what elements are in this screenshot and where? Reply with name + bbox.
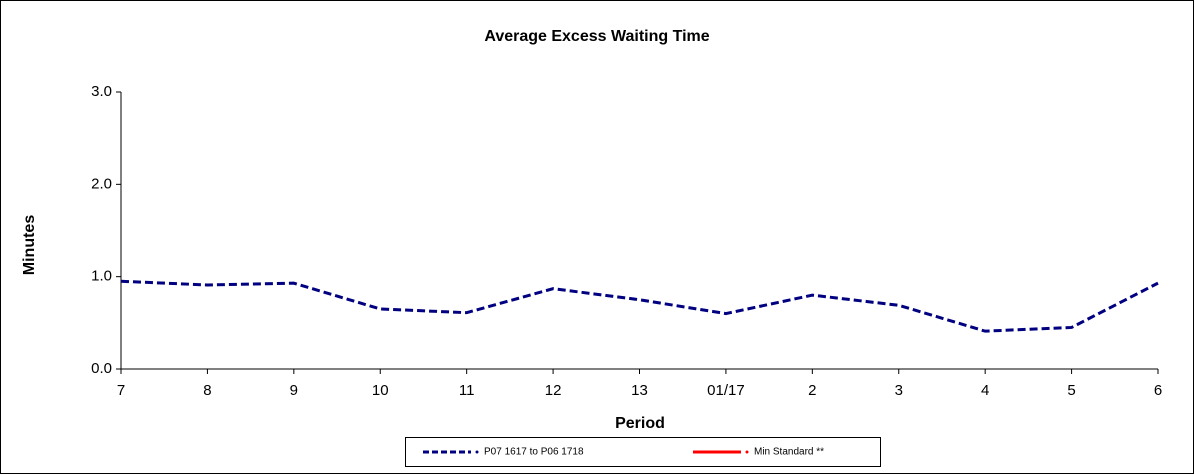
legend-label: Min Standard ** xyxy=(754,447,824,458)
x-tick-label: 4 xyxy=(981,382,989,399)
x-tick-label: 01/17 xyxy=(707,382,745,399)
x-tick-label: 13 xyxy=(631,382,648,399)
legend xyxy=(405,437,881,467)
chart-title: Average Excess Waiting Time xyxy=(484,28,709,45)
y-tick-label: 1.0 xyxy=(91,268,112,285)
y-tick-label: 2.0 xyxy=(91,175,112,192)
x-tick-label: 2 xyxy=(808,382,816,399)
x-tick-label: 6 xyxy=(1154,382,1162,399)
x-tick-label: 11 xyxy=(459,382,475,399)
legend-label: P07 1617 to P06 1718 xyxy=(484,447,584,458)
x-tick-label: 12 xyxy=(545,382,562,399)
y-tick-label: 3.0 xyxy=(91,83,112,100)
y-tick-label: 0.0 xyxy=(91,360,112,377)
x-tick-label: 5 xyxy=(1067,382,1075,399)
legend-marker xyxy=(745,450,749,454)
y-axis-label: Minutes xyxy=(21,215,38,276)
x-tick-label: 9 xyxy=(290,382,298,399)
legend-marker xyxy=(475,450,479,454)
x-tick-label: 3 xyxy=(895,382,903,399)
x-axis-label: Period xyxy=(615,415,665,432)
x-tick-label: 7 xyxy=(117,382,125,399)
series-line xyxy=(120,279,1159,333)
x-tick-label: 8 xyxy=(203,382,211,399)
x-tick-label: 10 xyxy=(372,382,389,399)
